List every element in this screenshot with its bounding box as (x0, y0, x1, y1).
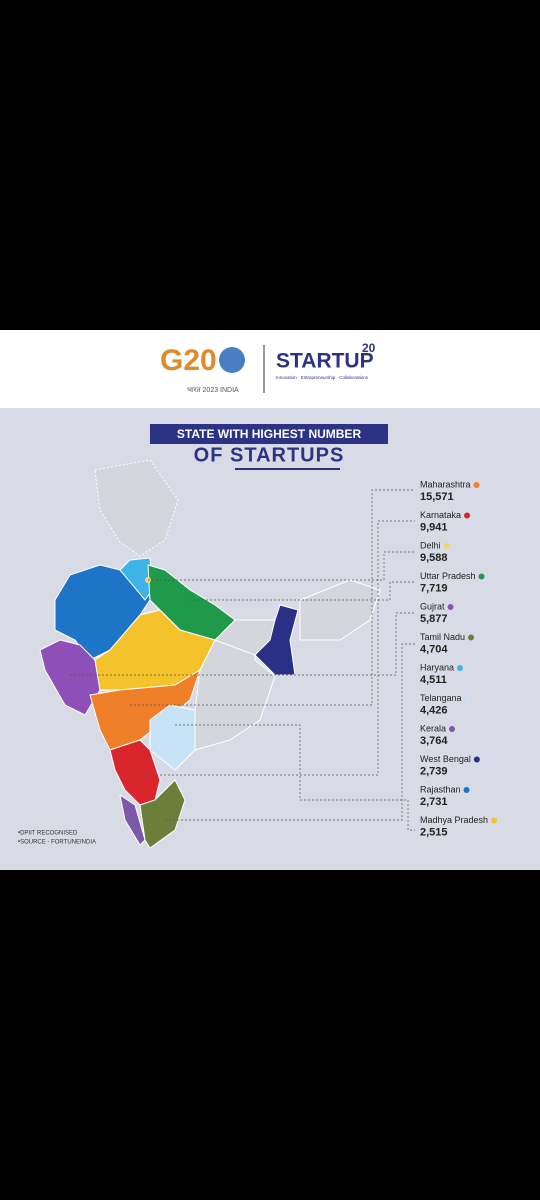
note: •SOURCE - FORTUNEINDIA (18, 840, 96, 846)
title-line2: OF STARTUPS (194, 444, 345, 466)
leader (175, 724, 415, 831)
state-value: 2,515 (420, 826, 448, 838)
state-name: Karnataka (420, 510, 461, 520)
state-value: 9,588 (420, 552, 448, 564)
state-dot (449, 726, 456, 732)
tamil-nadu (139, 779, 186, 849)
state-name: Delhi (420, 540, 441, 550)
leader (148, 551, 415, 581)
state-value: 4,511 (420, 674, 447, 686)
state-dot (464, 512, 471, 519)
leader (140, 520, 415, 776)
state-value: 5,877 (420, 613, 448, 625)
state-name: Rajasthan (420, 784, 461, 794)
state-name: Tamil Nadu (420, 632, 465, 642)
state-dot (473, 482, 480, 488)
state-value: 2,731 (420, 796, 448, 808)
state-name: Kerala (420, 723, 446, 733)
state-dot (473, 756, 480, 763)
state-value: 2,739 (420, 765, 448, 777)
startup-sup: 20 (362, 341, 376, 355)
tagline: Innovation · Entrepreneurship · Collabor… (276, 375, 369, 380)
state-dot (443, 543, 450, 549)
leader (70, 612, 415, 676)
state-dot (463, 787, 470, 793)
title-line1: STATE WITH HIGHEST NUMBER (177, 427, 362, 441)
state-dot (447, 604, 454, 610)
state-name: West Bengal (420, 754, 471, 764)
state-value: 7,719 (420, 582, 448, 594)
state-dot (457, 665, 464, 671)
state-value: 9,941 (420, 521, 448, 533)
state-name: Uttar Pradesh (420, 571, 476, 581)
state-value: 4,426 (420, 704, 448, 716)
g20-logo: G20 (160, 344, 217, 377)
kerala (119, 793, 146, 846)
state-value: 3,764 (420, 735, 448, 747)
note: •DPIIT RECOGNISED (18, 831, 78, 837)
state-dot (491, 817, 498, 824)
state-name: Telangana (420, 693, 462, 703)
state-name: Madhya Pradesh (420, 815, 488, 825)
region-north (94, 459, 179, 557)
g20-globe (219, 347, 245, 373)
header-bar (0, 330, 540, 408)
title-box (150, 424, 388, 444)
state-value: 4,704 (420, 643, 448, 655)
leader (130, 489, 415, 706)
state-dot (468, 634, 475, 641)
rajasthan (54, 564, 151, 661)
leader (190, 581, 415, 601)
state-dot (464, 695, 471, 702)
state-name: Gujrat (420, 601, 445, 611)
g20-sub: भारत 2023 INDIA (187, 387, 239, 394)
state-name: Maharashtra (420, 479, 471, 489)
india-map (39, 459, 381, 849)
leader-lines (70, 489, 415, 831)
startup-logo: STARTUP (276, 350, 374, 373)
state-dot (478, 573, 485, 580)
leader (165, 643, 415, 821)
state-name: Haryana (420, 662, 454, 672)
state-value: 15,571 (420, 491, 454, 503)
